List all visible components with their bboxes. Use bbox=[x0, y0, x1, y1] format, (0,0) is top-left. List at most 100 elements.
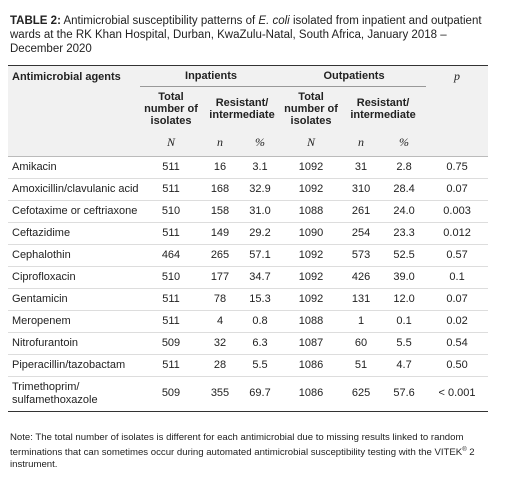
agent-cell: Nitrofurantoin bbox=[8, 332, 140, 355]
symbol: N bbox=[140, 130, 202, 157]
header: p bbox=[426, 65, 489, 86]
value-cell: 511 bbox=[140, 310, 202, 333]
value-cell: 57.1 bbox=[238, 244, 283, 267]
value-cell: 69.7 bbox=[238, 376, 283, 412]
value-cell: 149 bbox=[202, 222, 238, 245]
value-cell: 78 bbox=[202, 288, 238, 311]
table-row: Piperacillin/tazobactam 511 28 5.5 1086 51 4.7… bbox=[8, 354, 489, 377]
header: Antimicrobial agents bbox=[8, 65, 140, 86]
value-cell: 15.3 bbox=[238, 288, 283, 311]
value-cell: 265 bbox=[202, 244, 238, 267]
value-cell: 39.0 bbox=[382, 266, 427, 289]
value-cell: 1092 bbox=[282, 288, 341, 311]
table-row: Nitrofurantoin 509 32 6.3 1087 60 5.5 0.54 bbox=[8, 332, 489, 355]
value-cell: 1090 bbox=[282, 222, 341, 245]
value-cell: 511 bbox=[140, 156, 202, 179]
caption-text: Antimicrobial susceptibility patterns of bbox=[60, 15, 259, 27]
value-cell: 573 bbox=[340, 244, 383, 267]
value-cell: 511 bbox=[140, 288, 202, 311]
value-cell: 0.1 bbox=[426, 266, 489, 289]
value-cell: 464 bbox=[140, 244, 202, 267]
value-cell: 1092 bbox=[282, 178, 341, 201]
agent-cell: Cefotaxime or ceftriaxone bbox=[8, 200, 140, 223]
value-cell: 0.07 bbox=[426, 288, 489, 311]
value-cell: 158 bbox=[202, 200, 238, 223]
value-cell: 5.5 bbox=[382, 332, 427, 355]
value-cell: 1092 bbox=[282, 244, 341, 267]
value-cell: 24.0 bbox=[382, 200, 427, 223]
value-cell: 0.8 bbox=[238, 310, 283, 333]
value-cell: 29.2 bbox=[238, 222, 283, 245]
table-row: Ciprofloxacin 510 177 34.7 1092 426 39.0 0.1 bbox=[8, 266, 489, 289]
table-row: Ceftazidime 511 149 29.2 1090 254 23.3 0.012 bbox=[8, 222, 489, 245]
agent-cell: Amoxicillin/clavulanic acid bbox=[8, 178, 140, 201]
symbol: % bbox=[238, 130, 283, 157]
value-cell: 1092 bbox=[282, 266, 341, 289]
value-cell: 0.003 bbox=[426, 200, 489, 223]
value-cell: 1088 bbox=[282, 200, 341, 223]
value-cell: 511 bbox=[140, 354, 202, 377]
value-cell: 511 bbox=[140, 178, 202, 201]
symbol: % bbox=[382, 130, 427, 157]
value-cell: 511 bbox=[140, 222, 202, 245]
note: Note: The total number of isolates is di… bbox=[10, 432, 500, 471]
value-cell: 426 bbox=[340, 266, 383, 289]
caption-label: TABLE 2: bbox=[10, 15, 61, 27]
value-cell: 0.57 bbox=[426, 244, 489, 267]
table-body: Amikacin 511 16 3.1 1092 31 2.8 0.75 Amoxicillin… bbox=[8, 156, 489, 412]
agent-cell: Gentamicin bbox=[8, 288, 140, 311]
value-cell: 510 bbox=[140, 200, 202, 223]
value-cell: 0.012 bbox=[426, 222, 489, 245]
value-cell: 1086 bbox=[282, 376, 341, 412]
value-cell: 1092 bbox=[282, 156, 341, 179]
table: Antimicrobial agents Inpatients Outpatie… bbox=[8, 65, 489, 412]
value-cell: 3.1 bbox=[238, 156, 283, 179]
caption: TABLE 2: Antimicrobial susceptibility pa… bbox=[10, 14, 496, 56]
value-cell: 0.54 bbox=[426, 332, 489, 355]
value-cell: < 0.001 bbox=[426, 376, 489, 412]
value-cell: 355 bbox=[202, 376, 238, 412]
value-cell: 625 bbox=[340, 376, 383, 412]
value-cell: 52.5 bbox=[382, 244, 427, 267]
header: Outpatients bbox=[282, 65, 427, 87]
value-cell: 0.1 bbox=[382, 310, 427, 333]
agent-cell: Meropenem bbox=[8, 310, 140, 333]
value-cell: 254 bbox=[340, 222, 383, 245]
value-cell: 28 bbox=[202, 354, 238, 377]
note-text: 2 instrument. bbox=[10, 447, 475, 471]
value-cell: 1088 bbox=[282, 310, 341, 333]
value-cell: 31 bbox=[340, 156, 383, 179]
value-cell: 23.3 bbox=[382, 222, 427, 245]
value-cell: 0.75 bbox=[426, 156, 489, 179]
value-cell: 32 bbox=[202, 332, 238, 355]
subheader: Total number of isolates bbox=[284, 90, 338, 127]
value-cell: 57.6 bbox=[382, 376, 427, 412]
symbol: n bbox=[340, 130, 383, 157]
table-row: Gentamicin 511 78 15.3 1092 131 12.0 0.07 bbox=[8, 288, 489, 311]
value-cell: 1 bbox=[340, 310, 383, 333]
agent-cell: Amikacin bbox=[8, 156, 140, 179]
agent-cell: Ciprofloxacin bbox=[8, 266, 140, 289]
value-cell: 4 bbox=[202, 310, 238, 333]
agent-cell: Trimethoprim/ sulfamethoxazole bbox=[8, 376, 140, 412]
value-cell: 509 bbox=[140, 332, 202, 355]
symbol: N bbox=[282, 130, 341, 157]
subheader: Total number of isolates bbox=[144, 90, 198, 127]
value-cell: 51 bbox=[340, 354, 383, 377]
value-cell: 2.8 bbox=[382, 156, 427, 179]
value-cell: 6.3 bbox=[238, 332, 283, 355]
value-cell: 31.0 bbox=[238, 200, 283, 223]
table-header: Antimicrobial agents Inpatients Outpatie… bbox=[8, 65, 489, 157]
value-cell: 131 bbox=[340, 288, 383, 311]
value-cell: 509 bbox=[140, 376, 202, 412]
value-cell: 5.5 bbox=[238, 354, 283, 377]
value-cell: 261 bbox=[340, 200, 383, 223]
value-cell: 12.0 bbox=[382, 288, 427, 311]
table-row: Amoxicillin/clavulanic acid 511 168 32.9 109… bbox=[8, 178, 489, 201]
agent-cell: Piperacillin/tazobactam bbox=[8, 354, 140, 377]
value-cell: 34.7 bbox=[238, 266, 283, 289]
table-row: Amikacin 511 16 3.1 1092 31 2.8 0.75 bbox=[8, 156, 489, 179]
agent-cell: Cephalothin bbox=[8, 244, 140, 267]
note-superscript: ® bbox=[462, 447, 467, 453]
